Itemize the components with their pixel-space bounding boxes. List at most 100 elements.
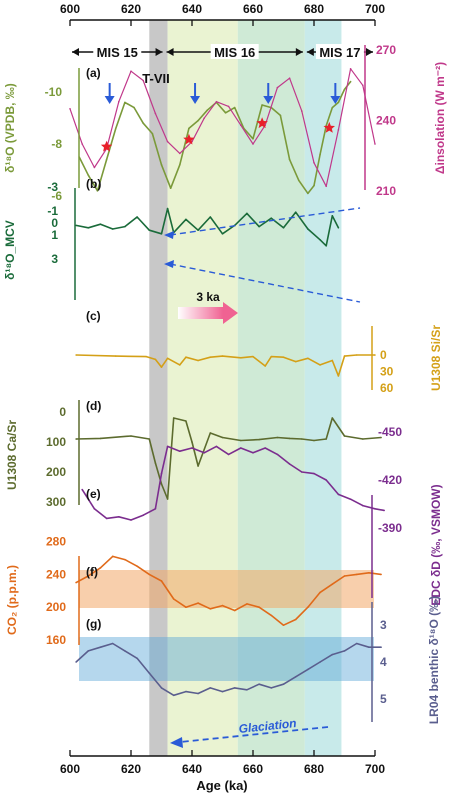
data-point-0-0-30 (337, 101, 340, 104)
data-point-5-0-14 (246, 603, 248, 605)
series-line-5-0 (75, 555, 382, 627)
data-point-5-0-4 (124, 558, 126, 561)
data-point-5-0-16 (270, 614, 273, 617)
data-point-4-0-14 (240, 447, 242, 449)
data-point-0-1-14 (240, 124, 242, 126)
stage-label-0: MIS 15 (97, 45, 138, 60)
left-tick-5-2: 200 (46, 600, 66, 614)
stage-arrow-right-1 (295, 48, 303, 56)
data-point-0-0-13 (197, 119, 199, 122)
left-tick-0-2: -6 (51, 189, 62, 203)
blue-arrow-head-2 (263, 96, 274, 104)
data-point-0-0-14 (206, 109, 209, 111)
data-point-6-0-23 (355, 642, 358, 645)
data-point-6-0-19 (307, 668, 309, 671)
data-point-4-0-2 (105, 517, 108, 520)
data-point-1-0-8 (166, 207, 169, 210)
axis-title-2-right: U1308 Si/Sr (429, 325, 443, 391)
data-point-3-0-7 (172, 417, 175, 419)
data-point-2-0-16 (294, 360, 297, 363)
data-point-0-0-10 (169, 187, 172, 189)
panel-letter-2: (c) (86, 309, 101, 323)
data-point-5-0-0 (75, 581, 77, 584)
data-point-0-1-11 (203, 117, 205, 119)
data-point-0-0-8 (151, 132, 154, 135)
axis-title-0-right: Δinsolation (W m⁻²) (433, 62, 447, 174)
data-point-3-0-16 (288, 437, 291, 440)
data-point-0-0-32 (349, 80, 352, 83)
data-point-4-0-0 (81, 488, 83, 491)
data-point-1-0-20 (307, 228, 309, 230)
data-point-0-0-22 (279, 114, 282, 117)
glaciation-arrow (170, 726, 329, 748)
x-tick-label-bottom-4: 680 (304, 762, 324, 776)
data-point-0-0-19 (252, 138, 254, 140)
data-point-6-0-15 (258, 683, 260, 685)
star-marker-1 (183, 133, 195, 145)
data-point-4-0-21 (325, 479, 328, 481)
glaciation-label: Glaciation (238, 716, 297, 736)
data-point-0-1-2 (93, 166, 96, 169)
data-point-2-0-18 (319, 364, 321, 366)
data-point-4-0-18 (288, 463, 291, 465)
envelope-arrowheads (164, 231, 174, 268)
data-point-3-0-5 (160, 483, 163, 485)
data-point-6-0-24 (368, 646, 370, 648)
data-point-4-0-3 (118, 516, 120, 518)
data-point-4-0-23 (349, 498, 352, 501)
data-point-6-0-22 (343, 650, 346, 652)
data-point-1-0-12 (209, 216, 212, 218)
data-point-1-0-11 (197, 229, 199, 231)
data-point-6-0-17 (282, 683, 285, 685)
right-tick-4-0: -390 (378, 521, 402, 535)
phase-shift-arrow (178, 302, 238, 324)
data-point-5-0-11 (209, 608, 212, 610)
data-point-0-0-3 (105, 158, 108, 161)
data-point-3-0-18 (313, 439, 315, 442)
data-point-0-0-2 (96, 190, 99, 192)
data-point-0-1-18 (288, 77, 291, 79)
data-point-2-0-15 (282, 356, 285, 359)
right-tick-2-1: 30 (380, 365, 394, 379)
markers (100, 83, 341, 152)
data-point-4-0-17 (276, 453, 279, 456)
stage-label-bg-1 (210, 44, 259, 59)
data-point-2-0-23 (374, 354, 376, 356)
star-marker-0 (100, 140, 113, 152)
left-tick-3-1: 100 (46, 435, 66, 449)
data-point-5-0-17 (282, 624, 285, 627)
data-point-5-0-12 (221, 604, 224, 607)
data-point-4-0-25 (374, 508, 376, 510)
mis-stage-bar: MIS 15 MIS 16 MIS 17 (72, 44, 373, 60)
left-tick-1-0: -3 (47, 180, 58, 194)
data-point-0-0-12 (188, 127, 190, 130)
data-point-2-0-6 (179, 364, 181, 366)
x-ticks-top: 600 620 640 660 680 700 (60, 2, 385, 26)
data-point-4-0-10 (191, 447, 193, 449)
data-point-2-0-5 (166, 357, 169, 360)
data-point-4-0-24 (362, 504, 364, 507)
data-point-4-0-19 (301, 471, 303, 473)
panel-letter-6: (g) (86, 617, 101, 631)
stage-label-1: MIS 16 (214, 45, 255, 60)
data-point-0-1-21 (325, 185, 328, 188)
x-tick-label-bottom-0: 600 (60, 762, 80, 776)
data-point-0-1-8 (166, 140, 169, 143)
data-point-2-0-21 (343, 355, 346, 357)
right-tick-2-2: 60 (380, 381, 394, 395)
series-line-6-0 (75, 642, 382, 697)
x-tick-label-top-2: 640 (182, 2, 202, 16)
x-tick-label-top-3: 660 (243, 2, 263, 16)
data-point-5-0-18 (294, 618, 297, 621)
data-point-2-0-12 (252, 355, 254, 358)
data-point-2-0-19 (331, 359, 334, 362)
right-tick-6-1: 4 (380, 655, 387, 669)
data-point-6-0-18 (294, 676, 297, 678)
data-point-4-0-7 (160, 472, 163, 475)
data-point-5-0-2 (99, 567, 102, 569)
lr04-band (79, 637, 374, 681)
axis-title-6-right: LR04 benthic δ¹⁸O (‰) (427, 596, 441, 724)
left-tick-5-3: 160 (46, 633, 66, 647)
x-ticks-bottom: 600 620 640 660 680 700 (60, 750, 385, 776)
data-point-0-0-17 (233, 106, 236, 109)
